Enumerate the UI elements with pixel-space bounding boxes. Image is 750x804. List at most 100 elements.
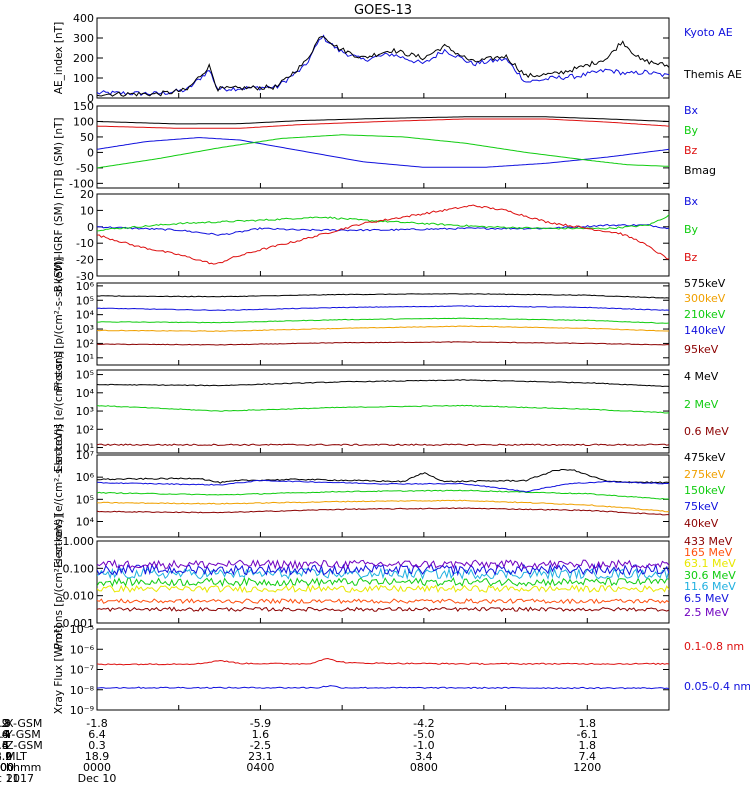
ephemeris-value-4-1: 18.9 — [85, 750, 110, 763]
ephemeris-value-1-1: -1.8 — [86, 717, 107, 730]
series-line-6-2 — [97, 499, 669, 513]
legend-label-5-1: 4 MeV — [684, 370, 719, 383]
ephemeris-row-label-3: Z-GSM — [6, 739, 43, 752]
ephemeris-value-6-1: Dec 10 — [78, 772, 117, 785]
panel-frame-1 — [96, 17, 670, 99]
legend-label-4-5: 95keV — [684, 343, 719, 356]
y-axis-label-1: AE_index [nT] — [53, 22, 65, 94]
series-line-4-4 — [97, 305, 669, 312]
y-tick-label-3-2: -10 — [76, 237, 94, 250]
ephemeris-value-3-1: 0.3 — [88, 739, 106, 752]
series-line-7-3 — [97, 584, 669, 594]
series-line-6-3 — [97, 489, 669, 500]
y-tick-label-2-4: 100 — [73, 115, 94, 128]
series-line-7-7 — [97, 559, 669, 570]
ephemeris-value-4-5: 11.2 — [0, 750, 12, 763]
legend-label-7-1: 433 MeV — [684, 535, 733, 548]
ephemeris-value-1-5: 5.9 — [0, 717, 9, 730]
ephemeris-value-1-6: 4.2 — [0, 717, 9, 730]
y-tick-label-3-4: 10 — [80, 204, 94, 217]
legend-label-3-2: By — [684, 223, 699, 236]
series-line-8-2 — [97, 685, 669, 690]
ephemeris-value-4-3: 3.4 — [415, 750, 433, 763]
panel-frame-8 — [96, 628, 670, 711]
legend-label-7-6: 6.5 MeV — [684, 592, 729, 605]
series-line-2-2 — [97, 134, 669, 169]
series-line-4-2 — [97, 325, 669, 332]
y-axis-label-6: Electrons [e/(cm²-s-sr-keV)] — [53, 424, 65, 568]
legend-label-6-3: 150keV — [684, 484, 726, 497]
y-tick-label-6-0: 10⁴ — [76, 515, 95, 528]
ephemeris-value-4-2: 23.1 — [248, 750, 273, 763]
ephemeris-value-4-4: 7.4 — [579, 750, 597, 763]
y-tick-label-4-1: 10² — [76, 337, 94, 350]
series-line-7-2 — [97, 597, 669, 605]
ephemeris-row-label-2: Y-GSM — [5, 728, 41, 741]
legend-label-6-1: 475keV — [684, 451, 726, 464]
ephemeris-value-2-5: -1.4 — [0, 728, 11, 741]
ephemeris-value-5-1: 0000 — [83, 761, 111, 774]
y-axis-label-2: B (SM) [nT] — [53, 117, 65, 176]
legend-label-7-2: 165 MeV — [684, 546, 733, 559]
legend-label-5-3: 0.6 MeV — [684, 425, 729, 438]
legend-label-7-3: 63.1 MeV — [684, 557, 736, 570]
legend-label-5-2: 2 MeV — [684, 398, 719, 411]
panel-frame-2 — [96, 105, 670, 189]
ephemeris-value-2-3: -5.0 — [413, 728, 434, 741]
y-tick-label-6-2: 10⁶ — [76, 471, 95, 484]
ephemeris-row-label-6: 2017 — [6, 772, 34, 785]
legend-label-1-2: Themis AE — [683, 68, 742, 81]
plot-title: GOES-13 — [354, 3, 412, 18]
y-tick-label-7-2: 0.100 — [63, 562, 95, 575]
y-tick-label-8-2: 10⁻⁷ — [70, 664, 94, 677]
ephemeris-value-5-2: 0400 — [246, 761, 274, 774]
series-line-2-1 — [97, 137, 669, 168]
legend-label-3-3: Bz — [684, 251, 698, 264]
legend-label-4-1: 575keV — [684, 277, 726, 290]
ephemeris-value-2-6: 4.6 — [0, 728, 9, 741]
series-line-1-1 — [97, 34, 669, 97]
series-line-2-3 — [97, 118, 669, 129]
legend-label-8-2: 0.05-0.4 nm — [684, 680, 750, 693]
series-line-5-3 — [97, 443, 669, 447]
legend-label-6-4: 75keV — [684, 500, 719, 513]
legend-label-2-1: Bx — [684, 104, 699, 117]
ephemeris-value-1-3: -4.2 — [413, 717, 434, 730]
series-line-4-5 — [97, 341, 669, 346]
series-line-5-1 — [97, 379, 669, 388]
ephemeris-row-label-5: hhmm — [6, 761, 41, 774]
legend-label-7-5: 11.6 MeV — [684, 580, 736, 593]
ephemeris-value-4-6: 15.0 — [0, 750, 12, 763]
legend-label-6-5: 40keV — [684, 517, 719, 530]
y-tick-label-5-0: 10¹ — [76, 442, 94, 455]
y-tick-label-8-0: 10⁻⁹ — [70, 704, 94, 717]
series-line-3-2 — [97, 214, 669, 232]
y-tick-label-6-1: 10⁵ — [76, 493, 94, 506]
legend-label-4-4: 140keV — [684, 324, 726, 337]
y-tick-label-8-4: 10⁻⁵ — [70, 623, 94, 636]
ephemeris-row-label-1: X-GSM — [6, 717, 42, 730]
y-tick-label-2-1: -50 — [76, 162, 94, 175]
legend-label-8-1: 0.1-0.8 nm — [684, 640, 744, 653]
y-tick-label-8-3: 10⁻⁶ — [70, 643, 95, 656]
series-line-4-3 — [97, 317, 669, 324]
series-line-2-4 — [97, 116, 669, 125]
series-line-1-2 — [97, 36, 669, 97]
series-line-4-1 — [97, 293, 669, 299]
series-line-7-4 — [97, 576, 669, 588]
ephemeris-value-2-7: 6.4 — [0, 728, 9, 741]
y-tick-label-3-5: 20 — [80, 188, 94, 201]
y-axis-label-7: Protons [p/(cm²-s-sr-keV)] — [53, 515, 65, 650]
ephemeris-value-6-7: Dec 11 — [0, 772, 19, 785]
legend-label-2-3: Bz — [684, 144, 698, 157]
ephemeris-value-5-5: 1600 — [0, 761, 14, 774]
y-tick-label-4-4: 10⁵ — [76, 294, 94, 307]
ephemeris-value-1-7: -1.8 — [0, 717, 11, 730]
y-tick-label-7-0: 0.001 — [63, 617, 95, 630]
ephemeris-value-2-1: 6.4 — [88, 728, 106, 741]
panel-frame-4 — [96, 282, 670, 366]
y-axis-label-3: B (SM)-IGRF (SM) [nT] — [53, 178, 65, 293]
